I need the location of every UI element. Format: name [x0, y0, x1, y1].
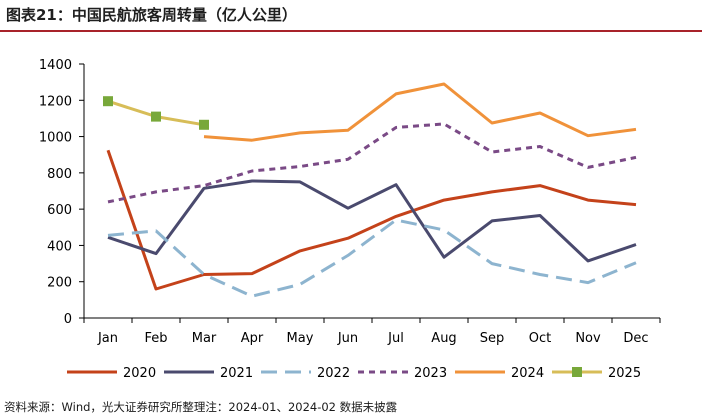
legend-label-2022: 2022	[317, 366, 350, 381]
x-tick-label: Jul	[387, 331, 404, 346]
series-line-2024	[203, 82, 637, 142]
series-line-2023	[107, 122, 637, 204]
legend-label-2020: 2020	[123, 366, 156, 381]
x-tick-label: Apr	[241, 331, 264, 346]
y-tick-label: 0	[64, 312, 72, 327]
data-point-2025	[151, 111, 161, 122]
x-tick-label: May	[287, 331, 314, 346]
data-point-2025	[199, 119, 209, 130]
y-tick-label: 600	[47, 203, 72, 218]
y-tick-label: 1000	[39, 131, 72, 146]
legend-marker-2025	[572, 367, 582, 377]
x-tick-label: Sep	[480, 331, 505, 346]
x-tick-label: Feb	[144, 331, 167, 346]
legend-label-2023: 2023	[414, 366, 447, 381]
series-line-2020	[106, 149, 637, 291]
series-line-2022	[107, 218, 637, 298]
source-note: 资料来源：Wind，光大证券研究所整理注：2024-01、2024-02 数据未…	[4, 400, 398, 414]
legend-label-2024: 2024	[511, 366, 544, 381]
x-tick-label: Aug	[431, 331, 456, 346]
chart-title: 图表21：中国民航旅客周转量（亿人公里）	[6, 6, 297, 24]
y-tick-label: 800	[47, 167, 72, 182]
series-line-2021	[107, 179, 637, 263]
x-tick-label: Mar	[192, 331, 217, 346]
x-tick-label: Jan	[97, 331, 118, 346]
legend-label-2025: 2025	[608, 366, 641, 381]
y-tick-label: 1200	[39, 94, 72, 109]
data-point-2025	[103, 96, 113, 107]
y-tick-label: 400	[47, 239, 72, 254]
legend-label-2021: 2021	[220, 366, 253, 381]
x-tick-label: Dec	[623, 331, 648, 346]
y-tick-label: 1400	[39, 58, 72, 73]
x-tick-label: Nov	[575, 331, 601, 346]
x-tick-label: Oct	[529, 331, 551, 346]
x-tick-label: Jun	[337, 331, 358, 346]
y-tick-label: 200	[47, 276, 72, 291]
title-divider	[0, 30, 702, 32]
